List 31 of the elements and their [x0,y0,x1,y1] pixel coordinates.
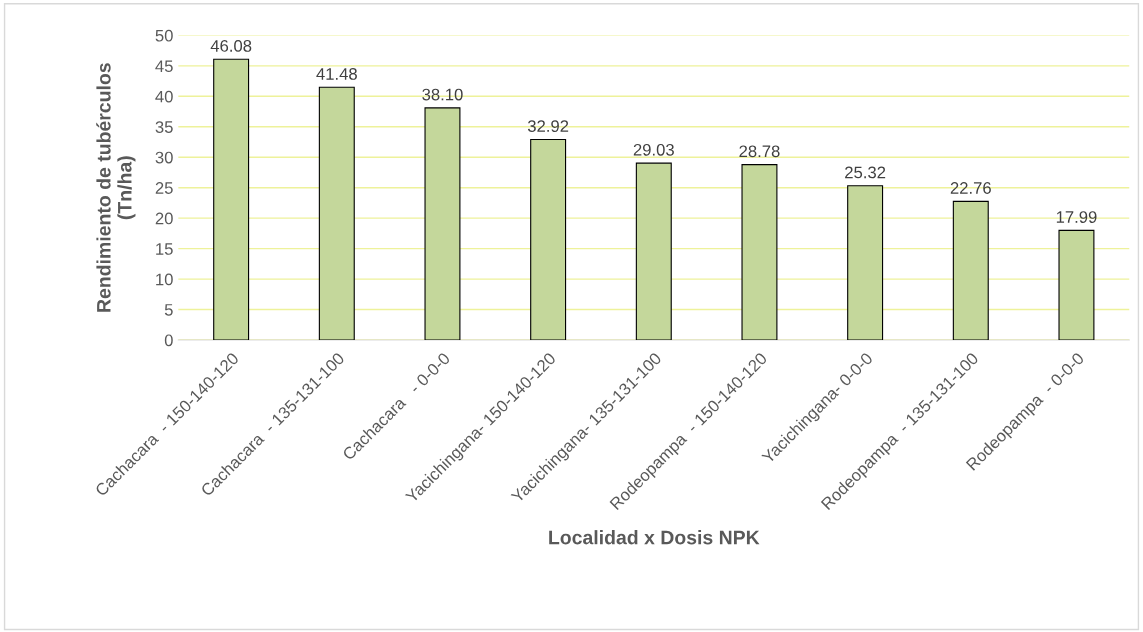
data-label: 25.32 [845,166,886,179]
data-label: 38.10 [422,88,463,101]
data-label: 32.92 [527,120,569,132]
y-tick-label: 15 [156,243,173,255]
y-tick-label: 0 [164,334,173,347]
bar [1058,229,1095,341]
bar [741,164,778,341]
y-tick-label: 30 [155,151,173,164]
y-tick-label: 20 [155,212,173,225]
bar [530,138,567,341]
y-tick-label: 10 [156,273,173,286]
y-tick-label: 25 [155,182,173,194]
y-tick-label: 5 [164,304,173,316]
bar [952,200,989,341]
bar [318,86,355,341]
data-label: 46.08 [210,40,252,52]
bar [635,162,672,341]
data-label: 28.78 [739,145,780,158]
y-tick-label: 50 [155,29,173,42]
data-label: 41.48 [316,68,357,80]
y-axis-title: Rendimiento de tubérculos (Tn/ha) [96,63,136,312]
bar [213,58,250,341]
x-axis-title: Localidad x Dosis NPK [549,530,760,545]
y-tick-label: 35 [155,121,173,133]
data-label: 29.03 [633,143,674,156]
bar [424,107,461,341]
y-tick-label: 45 [155,60,173,73]
y-tick-label: 40 [155,90,173,103]
bar [847,185,884,341]
data-label: 17.99 [1056,211,1097,223]
data-label: 22.76 [950,182,991,194]
